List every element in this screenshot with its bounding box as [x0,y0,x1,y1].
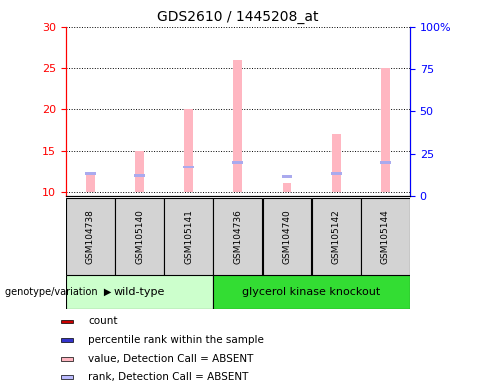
Text: rank, Detection Call = ABSENT: rank, Detection Call = ABSENT [88,372,248,382]
Bar [263,198,311,275]
Bar [183,166,194,169]
Bar [331,172,342,175]
Text: genotype/variation  ▶: genotype/variation ▶ [5,287,111,297]
Text: percentile rank within the sample: percentile rank within the sample [88,335,264,345]
Bar [381,68,390,192]
Bar [61,338,73,342]
Title: GDS2610 / 1445208_at: GDS2610 / 1445208_at [157,10,319,25]
Text: GSM105144: GSM105144 [381,209,390,263]
Text: wild-type: wild-type [114,287,165,297]
Text: value, Detection Call = ABSENT: value, Detection Call = ABSENT [88,354,254,364]
Bar [66,198,115,275]
Bar [184,109,193,192]
Text: GSM105142: GSM105142 [332,209,341,263]
Bar [380,161,391,164]
Bar [61,319,73,323]
Bar [213,275,410,309]
Bar [134,174,145,177]
Bar [164,198,213,275]
Text: count: count [88,316,118,326]
Bar [61,376,73,379]
Bar [282,175,292,178]
Bar [86,174,95,192]
Text: glycerol kinase knockout: glycerol kinase knockout [243,287,381,297]
Text: GSM104740: GSM104740 [283,209,291,263]
Bar [61,357,73,361]
Bar [283,184,291,192]
Bar [213,198,263,275]
Bar [232,161,244,164]
Text: GSM104738: GSM104738 [86,209,95,263]
Bar [85,172,96,175]
Bar [332,134,341,192]
Bar [115,198,164,275]
Bar [312,198,361,275]
Text: GSM104736: GSM104736 [233,209,243,263]
Bar [361,198,410,275]
Text: GSM105141: GSM105141 [184,209,193,263]
Bar [233,60,243,192]
Bar [135,151,144,192]
Text: GSM105140: GSM105140 [135,209,144,263]
Bar [66,275,213,309]
